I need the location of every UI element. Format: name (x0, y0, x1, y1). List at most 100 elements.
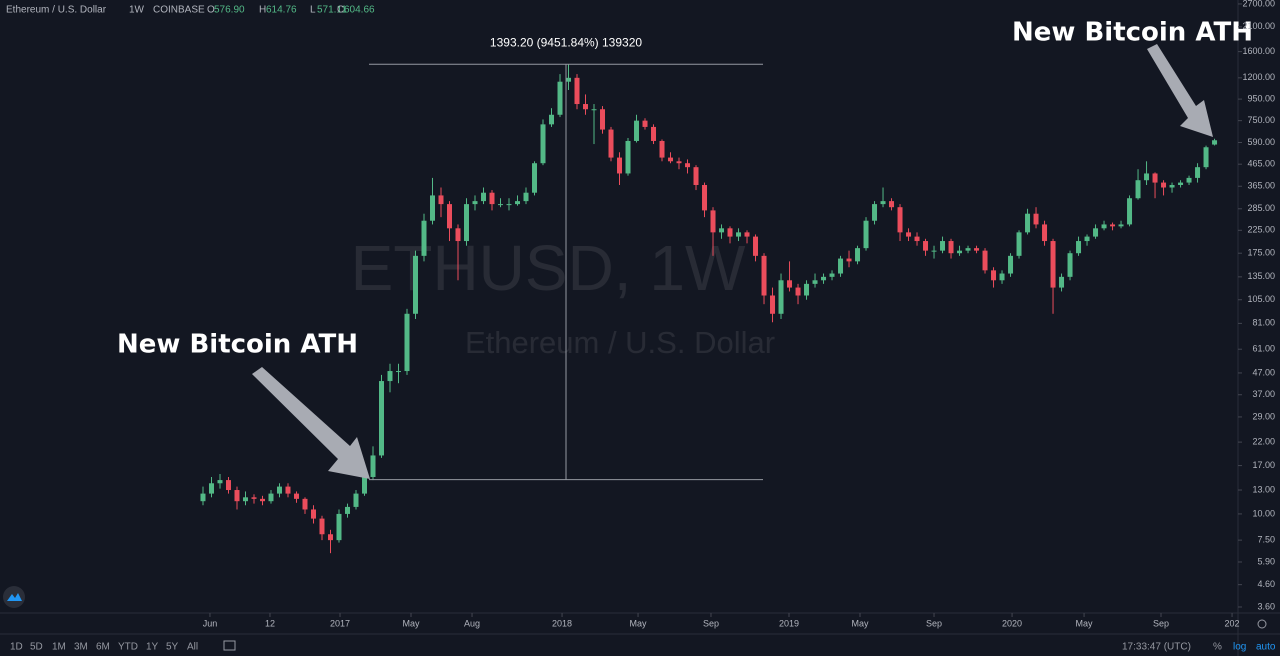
y-tick-label: 1200.00 (1242, 72, 1275, 82)
y-tick-label: 10.00 (1252, 508, 1275, 518)
candle-body (336, 513, 342, 541)
candle-body (1050, 241, 1056, 288)
annotation: New Bitcoin ATH (1012, 18, 1253, 48)
candle-body (957, 250, 963, 254)
candle-body (540, 124, 546, 164)
percent-button[interactable]: % (1213, 642, 1222, 653)
x-tick-label: Sep (926, 618, 942, 628)
y-tick-label: 590.00 (1247, 137, 1275, 147)
range-button[interactable]: YTD (118, 642, 138, 653)
plot-area: ETHUSD, 1W Ethereum / U.S. Dollar (200, 64, 1218, 554)
candle-body (285, 486, 291, 494)
ohlc-label: H (259, 5, 266, 16)
candle-body (447, 204, 453, 229)
candle-body (1016, 232, 1022, 256)
candle-body (234, 490, 240, 502)
x-tick-label: 2017 (330, 618, 350, 628)
candle-body (719, 228, 725, 233)
candle-body (1025, 213, 1031, 233)
x-tick-label: Sep (1153, 618, 1169, 628)
candle-body (532, 163, 538, 193)
candle-body (965, 248, 971, 251)
range-button[interactable]: 3M (74, 642, 88, 653)
candle-body (421, 220, 427, 256)
candle-body (1144, 173, 1150, 181)
candle-body (430, 195, 436, 221)
candle-body (702, 185, 708, 211)
candle-body (872, 204, 878, 221)
candle-body (727, 228, 733, 237)
candle-body (464, 204, 470, 242)
candle-body (515, 201, 521, 205)
measure-label: 1393.20 (9451.84%) 139320 (490, 35, 642, 49)
candle-body (1033, 213, 1039, 225)
candle-body (1203, 147, 1209, 168)
logo-mark (7, 593, 22, 601)
candle-body (378, 381, 384, 456)
candle-body (608, 129, 614, 158)
candle-body (404, 313, 410, 372)
candle-body (812, 280, 818, 284)
y-tick-label: 81.00 (1252, 318, 1275, 328)
candle-body (566, 77, 572, 82)
candle-body (999, 273, 1005, 281)
candle-body (1076, 241, 1082, 254)
y-tick-label: 3.60 (1257, 601, 1275, 611)
candle-body (1161, 182, 1167, 188)
candle-body (906, 232, 912, 237)
candle-body (472, 201, 478, 205)
arrow (1147, 44, 1213, 137)
candle-body (387, 371, 393, 382)
candle-body (438, 195, 444, 205)
range-button[interactable]: 1D (10, 642, 23, 653)
candle-body (676, 161, 682, 164)
candle-body (557, 81, 563, 115)
candle-body (481, 192, 487, 202)
candle-body (821, 276, 827, 281)
candle-body (829, 273, 835, 277)
y-tick-label: 17.00 (1252, 460, 1275, 470)
x-tick-label: 12 (265, 618, 275, 628)
x-tick-label: May (851, 618, 869, 628)
candle-body (498, 204, 504, 206)
x-tick-label: 202 (1225, 618, 1240, 628)
candle-body (327, 534, 333, 541)
y-tick-label: 2100.00 (1242, 21, 1275, 31)
candle-body (1084, 236, 1090, 242)
y-tick-label: 7.50 (1257, 535, 1275, 545)
y-tick-label: 225.00 (1247, 225, 1275, 235)
candle-body (1152, 173, 1158, 183)
candle-body (259, 498, 265, 502)
x-tick-label: May (1076, 618, 1094, 628)
range-button[interactable]: 5D (30, 642, 43, 653)
range-button[interactable]: 5Y (166, 642, 179, 653)
candle-body (659, 140, 665, 158)
range-button[interactable]: All (187, 642, 198, 653)
range-button[interactable]: 1M (52, 642, 66, 653)
candle-body (413, 255, 419, 314)
candle-body (268, 493, 274, 502)
candle-body (1169, 185, 1175, 188)
auto-button[interactable]: auto (1256, 642, 1276, 653)
candle-body (583, 104, 589, 110)
date-range-icon[interactable] (223, 640, 236, 651)
candle-body (736, 232, 742, 237)
range-button[interactable]: 1Y (146, 642, 159, 653)
candle-body (651, 126, 657, 141)
candle-body (855, 248, 861, 262)
candle-body (225, 480, 231, 491)
candle-body (617, 157, 623, 174)
ohlc-value: 576.90 (214, 5, 245, 16)
candle-body (880, 201, 886, 205)
candle-body (1195, 167, 1201, 178)
candle-body (361, 476, 367, 494)
log-button[interactable]: log (1233, 642, 1246, 653)
y-tick-label: 61.00 (1252, 344, 1275, 354)
settings-icon[interactable] (1257, 619, 1267, 629)
y-tick-label: 465.00 (1247, 159, 1275, 169)
range-button[interactable]: 6M (96, 642, 110, 653)
candle-body (319, 518, 325, 535)
x-tick-label: Jun (203, 618, 218, 628)
